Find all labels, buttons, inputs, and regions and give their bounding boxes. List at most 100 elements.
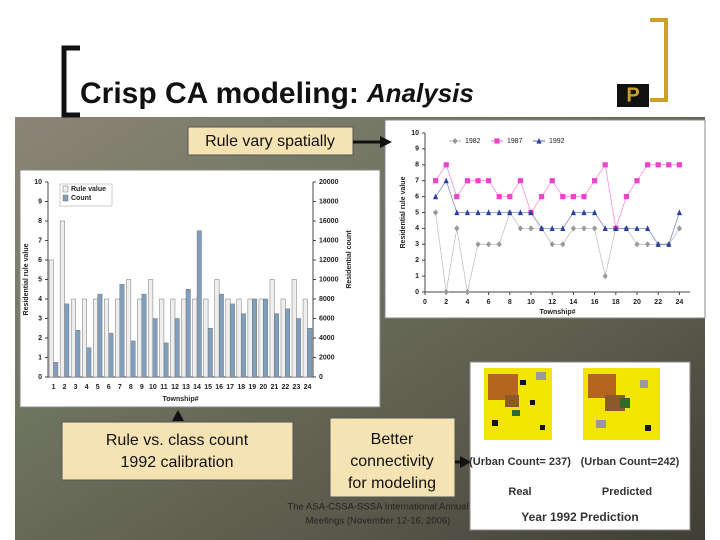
bar bbox=[59, 220, 65, 378]
axis-label: Residential rule value bbox=[23, 243, 30, 315]
marker bbox=[676, 162, 682, 168]
y-tick-label: 2000 bbox=[319, 354, 335, 361]
bar bbox=[185, 289, 191, 378]
y-tick-label: 18000 bbox=[319, 198, 339, 205]
legend-label: 1987 bbox=[507, 138, 523, 145]
bar bbox=[296, 318, 302, 378]
marker bbox=[581, 194, 587, 200]
x-tick-label: 22 bbox=[281, 384, 289, 391]
marker bbox=[602, 162, 608, 168]
map-predicted bbox=[583, 368, 660, 440]
bar bbox=[274, 313, 280, 378]
bar bbox=[97, 293, 103, 378]
marker bbox=[475, 241, 481, 248]
figure-label: Real bbox=[508, 486, 531, 498]
marker bbox=[496, 194, 502, 200]
bar bbox=[53, 362, 59, 378]
x-tick-label: 8 bbox=[129, 384, 133, 391]
figure-label: (Urban Count= 237) bbox=[469, 456, 571, 468]
x-tick-label: 20 bbox=[633, 299, 641, 306]
marker bbox=[496, 241, 502, 248]
marker bbox=[634, 225, 640, 231]
legend-label: 1982 bbox=[465, 138, 481, 145]
marker bbox=[464, 178, 470, 184]
x-tick-label: 6 bbox=[107, 384, 111, 391]
bar bbox=[70, 298, 76, 378]
x-tick-label: 10 bbox=[527, 299, 535, 306]
axis-label: Residential count bbox=[346, 230, 353, 289]
marker bbox=[494, 138, 500, 144]
y-tick-label: 6 bbox=[38, 257, 42, 264]
x-tick-label: 2 bbox=[444, 299, 448, 306]
marker bbox=[592, 178, 598, 184]
bar bbox=[126, 279, 132, 378]
marker bbox=[560, 194, 566, 200]
y-tick-label: 0 bbox=[38, 374, 42, 381]
bar bbox=[207, 328, 213, 378]
title-bracket bbox=[61, 45, 80, 118]
x-tick-label: 21 bbox=[270, 384, 278, 391]
marker bbox=[549, 225, 555, 231]
marker bbox=[454, 209, 460, 216]
title-main: Crisp CA modeling: bbox=[80, 77, 359, 110]
marker bbox=[443, 162, 449, 168]
bar bbox=[115, 298, 121, 378]
marker bbox=[581, 209, 587, 216]
marker bbox=[676, 225, 682, 232]
y-tick-label: 6000 bbox=[319, 315, 335, 322]
marker bbox=[560, 241, 566, 248]
x-tick-label: 10 bbox=[149, 384, 157, 391]
x-tick-label: 24 bbox=[304, 384, 312, 391]
marker bbox=[507, 194, 513, 200]
callout-text: Rule vs. class count bbox=[106, 432, 249, 449]
marker bbox=[623, 225, 629, 231]
marker bbox=[666, 162, 672, 168]
bar bbox=[130, 340, 136, 378]
bar bbox=[181, 298, 187, 378]
x-tick-label: 18 bbox=[612, 299, 620, 306]
x-tick-label: 18 bbox=[237, 384, 245, 391]
bar bbox=[152, 318, 158, 378]
callout-text: Rule vary spatially bbox=[205, 133, 335, 150]
y-tick-label: 10000 bbox=[319, 276, 339, 283]
y-tick-label: 20000 bbox=[319, 179, 339, 186]
callout-text: Better bbox=[371, 431, 414, 448]
marker bbox=[655, 162, 661, 168]
x-tick-label: 12 bbox=[548, 299, 556, 306]
x-tick-label: 20 bbox=[259, 384, 267, 391]
callout-box bbox=[61, 421, 294, 481]
line-chart-panel bbox=[384, 119, 706, 319]
marker bbox=[464, 288, 470, 296]
marker bbox=[581, 225, 587, 232]
map-real bbox=[484, 368, 552, 440]
marker bbox=[452, 137, 458, 145]
marker bbox=[666, 241, 672, 247]
marker bbox=[570, 209, 576, 216]
bar bbox=[252, 298, 257, 378]
marker bbox=[433, 193, 439, 200]
marker bbox=[634, 178, 640, 184]
arrow-head bbox=[172, 410, 184, 421]
y-tick-label: 16000 bbox=[319, 218, 339, 225]
bar bbox=[236, 298, 242, 378]
x-tick-label: 22 bbox=[654, 299, 662, 306]
y-tick-label: 4 bbox=[415, 225, 419, 232]
marker bbox=[539, 225, 545, 231]
y-tick-label: 14000 bbox=[319, 237, 339, 244]
footer: Meetings (November 12-16, 2006) bbox=[306, 516, 451, 527]
marker bbox=[645, 241, 651, 248]
marker bbox=[517, 209, 523, 216]
x-tick-label: 16 bbox=[215, 384, 223, 391]
y-tick-label: 1 bbox=[38, 354, 42, 361]
bar bbox=[263, 298, 268, 378]
bar bbox=[141, 293, 147, 378]
x-tick-label: 19 bbox=[248, 384, 256, 391]
marker bbox=[560, 225, 566, 231]
marker bbox=[592, 209, 598, 216]
x-tick-label: 2 bbox=[63, 384, 67, 391]
x-tick-label: 15 bbox=[204, 384, 212, 391]
y-tick-label: 0 bbox=[319, 374, 323, 381]
y-tick-label: 5 bbox=[38, 276, 42, 283]
x-tick-label: 12 bbox=[171, 384, 179, 391]
